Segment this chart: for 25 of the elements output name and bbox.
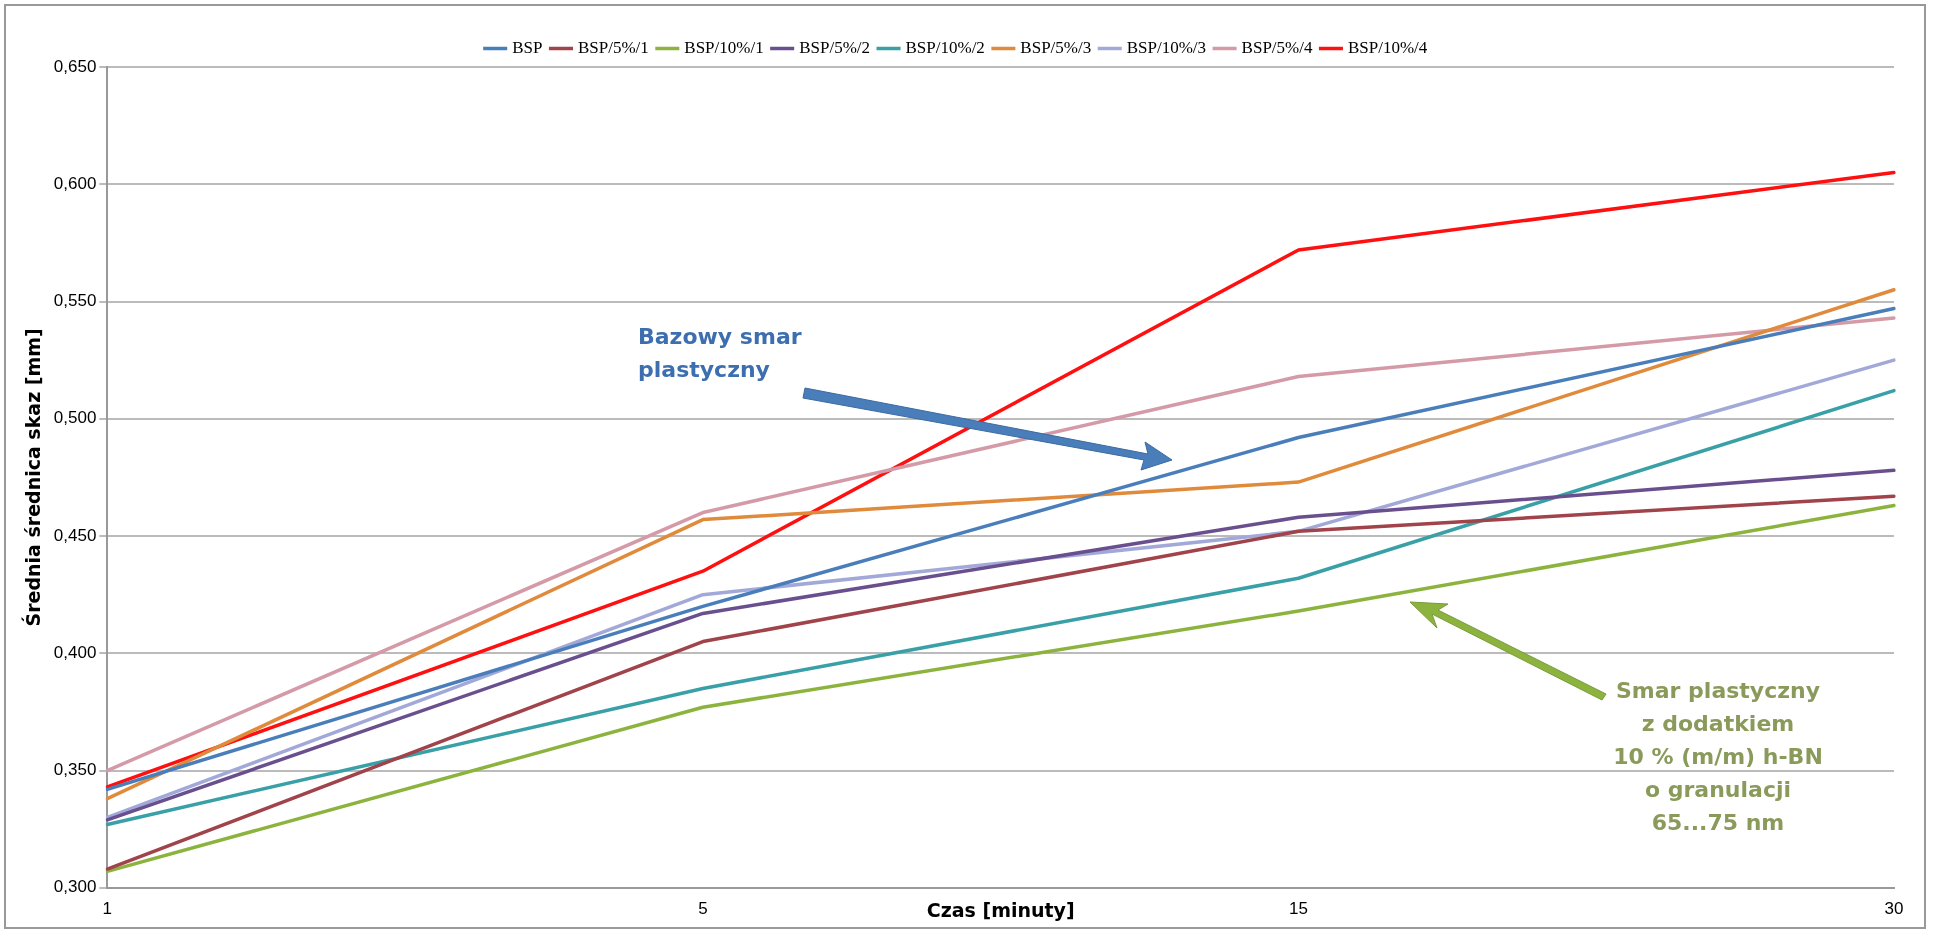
annotation: Bazowy smar plastyczny bbox=[638, 323, 802, 382]
y-tick-label: 0,500 bbox=[53, 408, 97, 428]
y-tick-label: 0,300 bbox=[53, 877, 97, 897]
legend-label: BSP/5%/2 bbox=[799, 37, 871, 57]
annotation: Smar plastyczny z dodatkiem 10 % (m/m) h-BN o granulacji 65...75 nm bbox=[1613, 677, 1823, 835]
x-tick-label: 15 bbox=[1288, 898, 1308, 918]
y-tick-label: 0,600 bbox=[53, 173, 97, 193]
y-tick-label: 0,450 bbox=[53, 525, 97, 545]
legend-label: BSP/10%/2 bbox=[905, 37, 985, 57]
y-tick-label: 0,400 bbox=[53, 642, 97, 662]
x-axis-title: Czas [minuty] bbox=[926, 898, 1075, 921]
x-tick-label: 1 bbox=[102, 898, 113, 918]
x-tick-label: 5 bbox=[698, 898, 708, 918]
y-tick-label: 0,550 bbox=[53, 291, 97, 311]
legend-label: BSP bbox=[512, 37, 543, 57]
legend-label: BSP/10%/3 bbox=[1126, 37, 1207, 57]
legend-label: BSP/5%/3 bbox=[1020, 37, 1092, 57]
legend-label: BSP/10%/1 bbox=[684, 37, 764, 57]
y-tick-label: 0,350 bbox=[53, 760, 97, 780]
x-tick-label: 30 bbox=[1884, 898, 1904, 918]
legend-label: BSP/5%/1 bbox=[577, 37, 649, 57]
legend-label: BSP/5%/4 bbox=[1241, 37, 1313, 57]
y-tick-label: 0,650 bbox=[53, 56, 97, 76]
legend-label: BSP/10%/4 bbox=[1347, 37, 1428, 57]
y-axis-title: Średnia średnica skaz [mm] bbox=[21, 328, 45, 627]
